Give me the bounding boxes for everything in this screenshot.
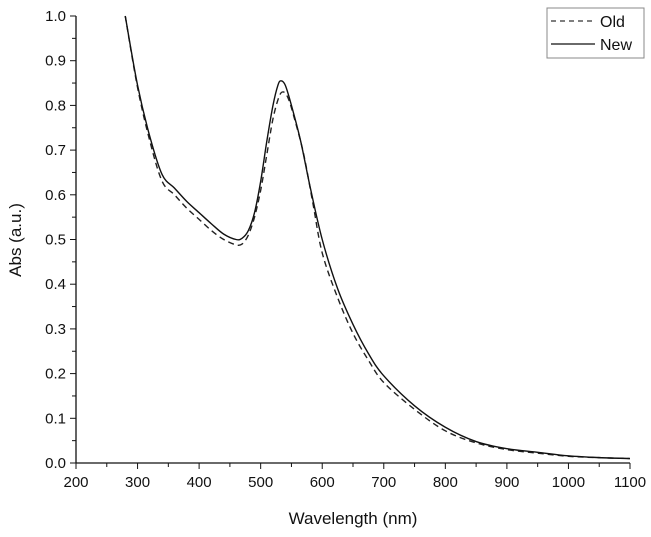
- y-axis-label: Abs (a.u.): [6, 203, 25, 277]
- series-line-old: [124, 15, 631, 460]
- series-line-new: [124, 15, 631, 460]
- y-tick-label: 0.7: [45, 142, 66, 159]
- y-tick-label: 1.0: [45, 8, 66, 25]
- x-tick-label: 800: [433, 474, 458, 491]
- x-tick-label: 1100: [614, 474, 646, 491]
- legend: Old New: [546, 7, 645, 59]
- x-tick-label: 300: [125, 474, 150, 491]
- legend-label-new: New: [600, 37, 632, 54]
- y-tick-label: 0.1: [45, 410, 66, 427]
- y-tick-label: 0.6: [45, 187, 66, 204]
- x-tick-label: 200: [63, 474, 88, 491]
- y-tick-label: 0.0: [45, 455, 66, 472]
- y-tick-label: 0.2: [45, 366, 66, 383]
- axes: 200 300 400 500 600 700 800 900 1000 1100 0.0 0.1 0.…: [45, 8, 646, 491]
- y-tick-label: 0.4: [45, 276, 66, 293]
- x-tick-label: 900: [494, 474, 519, 491]
- x-tick-label: 400: [187, 474, 212, 491]
- x-axis-label: Wavelength (nm): [289, 509, 418, 528]
- x-tick-label: 500: [248, 474, 273, 491]
- x-tick-label: 700: [371, 474, 396, 491]
- x-tick-label: 1000: [552, 474, 585, 491]
- y-tick-label: 0.5: [45, 232, 66, 249]
- y-tick-label: 0.9: [45, 53, 66, 70]
- series-lines: [124, 15, 631, 460]
- legend-label-old: Old: [600, 14, 625, 31]
- y-tick-label: 0.8: [45, 97, 66, 114]
- legend-box: [546, 7, 645, 59]
- x-tick-label: 600: [310, 474, 335, 491]
- y-tick-label: 0.3: [45, 321, 66, 338]
